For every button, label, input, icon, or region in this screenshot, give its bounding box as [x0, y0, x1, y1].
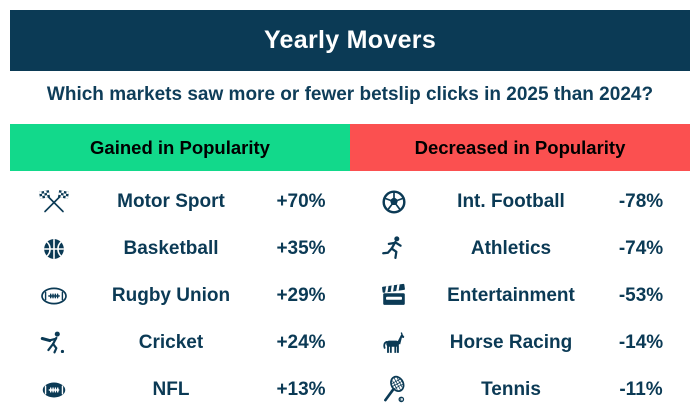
market-value: +13% — [276, 378, 326, 400]
table-row: Rugby Union +29% — [10, 272, 350, 319]
market-value: -78% — [618, 190, 664, 212]
table-row: Entertainment -53% — [350, 272, 690, 319]
decreased-column-header: Decreased in Popularity — [350, 124, 690, 171]
subtitle: Which markets saw more or fewer betslip … — [46, 84, 654, 105]
title-bar: Yearly Movers — [10, 10, 690, 71]
horse-icon — [364, 328, 424, 358]
table-row: Athletics -74% — [350, 225, 690, 272]
market-value: -53% — [618, 284, 664, 306]
decreased-column: Int. Football -78% — [350, 178, 690, 413]
market-value: +70% — [276, 190, 326, 212]
motorsport-flags-icon — [24, 186, 84, 218]
soccer-ball-icon — [364, 187, 424, 217]
table-row: Int. Football -78% — [350, 178, 690, 225]
runner-icon — [364, 234, 424, 264]
market-label: NFL — [152, 378, 190, 400]
table-row: Cricket +24% — [10, 319, 350, 366]
market-value: -11% — [619, 378, 663, 400]
market-label: Athletics — [470, 237, 552, 259]
market-label: Tennis — [481, 378, 541, 400]
table-row: Motor Sport +70% — [10, 178, 350, 225]
table-row: Tennis -11% — [350, 366, 690, 413]
american-football-icon — [24, 375, 84, 405]
clapperboard-icon — [364, 281, 424, 311]
cricket-batsman-icon — [24, 328, 84, 358]
tennis-racket-icon — [364, 375, 424, 405]
market-value: +29% — [276, 284, 326, 306]
market-label: Int. Football — [457, 190, 565, 212]
gained-column-header: Gained in Popularity — [10, 124, 350, 171]
market-value: -14% — [618, 331, 664, 353]
table-row: Horse Racing -14% — [350, 319, 690, 366]
rugby-ball-icon — [24, 280, 84, 312]
market-value: +24% — [276, 331, 326, 353]
market-label: Entertainment — [447, 284, 575, 306]
market-label: Motor Sport — [117, 190, 225, 212]
market-label: Cricket — [138, 331, 204, 353]
market-value: +35% — [276, 237, 326, 259]
market-label: Basketball — [123, 237, 219, 259]
market-label: Rugby Union — [111, 284, 231, 306]
table-row: Basketball +35% — [10, 225, 350, 272]
basketball-icon — [24, 234, 84, 264]
table-row: NFL +13% — [10, 366, 350, 413]
market-label: Horse Racing — [449, 331, 573, 353]
data-table: Motor Sport +70% Basketball +35% — [10, 178, 690, 413]
column-headers: Gained in Popularity Decreased in Popula… — [10, 124, 690, 171]
gained-column: Motor Sport +70% Basketball +35% — [10, 178, 350, 413]
market-value: -74% — [618, 237, 664, 259]
page-title: Yearly Movers — [263, 26, 437, 54]
